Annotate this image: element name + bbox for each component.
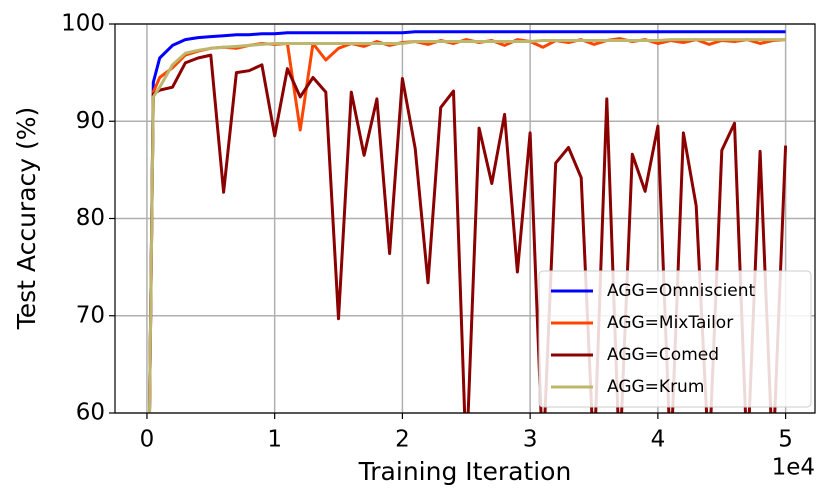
legend-label: AGG=MixTailor [607, 313, 733, 333]
y-tick-label: 80 [76, 205, 105, 231]
legend-label: AGG=Omniscient [607, 281, 756, 301]
x-offset-label: 1e4 [772, 455, 815, 481]
legend-box [538, 270, 812, 408]
line-series [148, 38, 786, 413]
x-tick-label: 3 [523, 427, 538, 453]
x-tick-label: 4 [651, 427, 666, 453]
legend-label: AGG=Krum [607, 377, 704, 397]
x-axis-label: Training Iteration [358, 457, 572, 486]
y-axis-label: Test Accuracy (%) [12, 107, 41, 331]
x-tick-label: 1 [267, 427, 282, 453]
legend-label: AGG=Comed [607, 345, 719, 365]
y-tick-label: 60 [76, 400, 105, 426]
plot-frame [114, 23, 816, 414]
x-tick-label: 5 [778, 427, 793, 453]
y-tick-label: 100 [61, 11, 105, 37]
x-tick-label: 2 [395, 427, 410, 453]
x-tick-label: 0 [140, 427, 155, 453]
line-series [148, 30, 786, 413]
y-tick-label: 70 [76, 302, 105, 328]
y-tick-label: 90 [76, 108, 105, 134]
